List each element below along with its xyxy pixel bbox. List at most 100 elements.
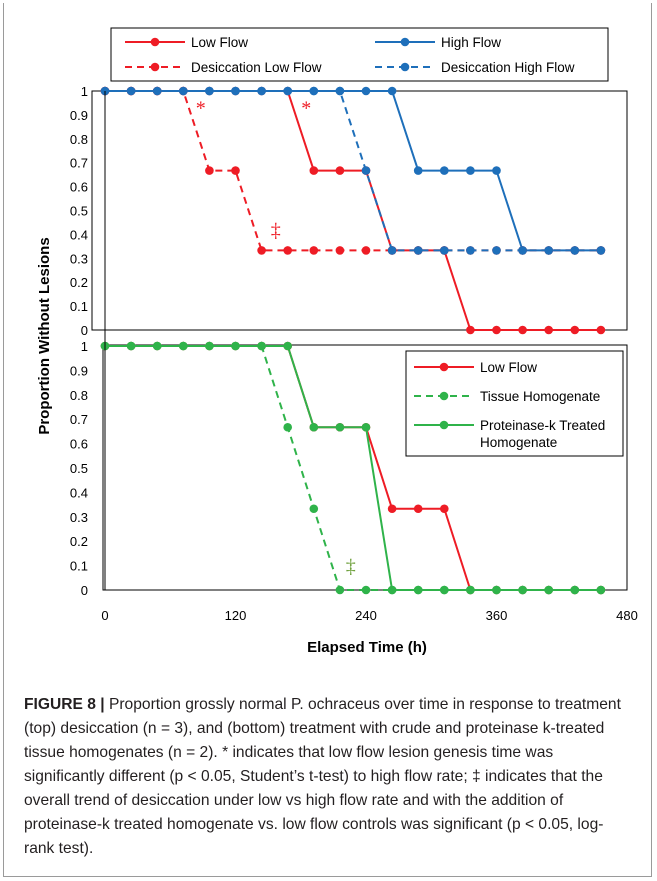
bottom-legend: Low Flow Tissue Homogenate Proteinase-k Tr… bbox=[405, 350, 624, 457]
x-tick-label: 0 bbox=[101, 608, 108, 623]
data-point bbox=[283, 246, 293, 255]
top-legend: Low Flow High Flow Desiccation Low Flow Des… bbox=[110, 27, 609, 82]
data-point bbox=[335, 86, 345, 96]
data-point bbox=[205, 341, 214, 351]
bottom-panel: 0 0.1 0.2 0.3 0.4 0.5 0.6 0.7 0.8 0.9 1 ‡ bbox=[70, 339, 628, 598]
data-point bbox=[309, 422, 319, 432]
data-point bbox=[152, 341, 162, 351]
data-point bbox=[361, 86, 371, 96]
data-point bbox=[361, 422, 371, 432]
significance-mark: ‡ bbox=[271, 220, 281, 242]
data-point bbox=[257, 341, 266, 351]
data-point bbox=[413, 585, 423, 595]
data-point bbox=[309, 166, 319, 175]
y-tick-label: 0.3 bbox=[70, 510, 88, 525]
y-axis-label: Proportion Without Lesions bbox=[36, 237, 53, 434]
legend-label: Desiccation Low Flow bbox=[191, 60, 322, 75]
y-tick-label: 1 bbox=[81, 84, 88, 99]
data-point bbox=[440, 166, 449, 175]
data-point bbox=[231, 341, 240, 351]
caption-label: FIGURE 8 | bbox=[24, 696, 105, 713]
x-axis-label: Elapsed Time (h) bbox=[307, 639, 427, 656]
legend-label: Desiccation High Flow bbox=[441, 60, 575, 75]
series-line bbox=[105, 90, 601, 252]
top-panel: 0 0.1 0.2 0.3 0.4 0.5 0.6 0.7 0.8 0.9 1 * * ‡ bbox=[70, 84, 628, 338]
data-point bbox=[126, 86, 136, 96]
data-point bbox=[231, 166, 240, 175]
data-point bbox=[544, 585, 553, 595]
data-point bbox=[361, 585, 371, 595]
data-point bbox=[544, 246, 553, 255]
data-point bbox=[335, 246, 345, 255]
data-point bbox=[205, 166, 214, 175]
data-point bbox=[518, 325, 527, 335]
y-tick-label: 0.2 bbox=[70, 275, 88, 290]
data-point bbox=[466, 246, 475, 255]
legend-swatch-marker bbox=[150, 37, 160, 47]
figure-8-chart: 0 0.1 0.2 0.3 0.4 0.5 0.6 0.7 0.8 0.9 1 * * ‡ 0 0.1 0.2… bbox=[36, 27, 638, 656]
data-point bbox=[179, 341, 188, 351]
y-tick-label: 0.3 bbox=[70, 251, 88, 266]
y-tick-label: 1 bbox=[81, 339, 88, 354]
data-point bbox=[335, 422, 345, 432]
legend-label: Low Flow bbox=[191, 35, 248, 50]
y-tick-label: 0.5 bbox=[70, 204, 88, 219]
y-tick-label: 0.9 bbox=[70, 108, 88, 123]
y-tick-label: 0.7 bbox=[70, 156, 88, 171]
y-tick-label: 0.1 bbox=[70, 559, 88, 574]
legend-swatch-marker bbox=[439, 391, 449, 401]
data-point bbox=[361, 246, 371, 255]
data-point bbox=[492, 246, 501, 255]
legend-swatch-marker bbox=[439, 420, 449, 430]
data-point bbox=[544, 325, 553, 335]
y-tick-label: 0.5 bbox=[70, 461, 88, 476]
data-point bbox=[440, 504, 449, 514]
data-point bbox=[518, 246, 527, 255]
data-point bbox=[466, 166, 475, 175]
data-point bbox=[596, 585, 606, 595]
y-tick-label: 0.6 bbox=[70, 180, 88, 195]
legend-label: Low Flow bbox=[480, 360, 537, 375]
data-point bbox=[570, 585, 580, 595]
y-tick-label: 0.1 bbox=[70, 299, 88, 314]
y-tick-label: 0.6 bbox=[70, 437, 88, 452]
legend-label-line: Homogenate bbox=[480, 435, 557, 450]
data-point bbox=[387, 585, 397, 595]
data-point bbox=[283, 86, 293, 96]
data-point bbox=[440, 585, 449, 595]
x-tick-label: 480 bbox=[616, 608, 638, 623]
series-line bbox=[105, 90, 601, 252]
x-tick-label: 240 bbox=[355, 608, 377, 623]
data-point bbox=[492, 166, 501, 175]
data-point bbox=[126, 341, 136, 351]
legend-label: High Flow bbox=[441, 35, 501, 50]
legend-label: Tissue Homogenate bbox=[480, 389, 600, 404]
significance-mark: ‡ bbox=[346, 556, 356, 578]
x-tick-label: 120 bbox=[225, 608, 247, 623]
legend-label-line: Proteinase-k Treated bbox=[480, 418, 605, 433]
y-tick-label: 0.2 bbox=[70, 534, 88, 549]
data-point bbox=[413, 166, 423, 175]
caption-text: Proportion grossly normal P. ochraceus o… bbox=[24, 696, 621, 857]
data-point bbox=[309, 86, 319, 96]
figure-frame bbox=[3, 3, 652, 877]
data-point bbox=[413, 504, 423, 514]
data-point bbox=[335, 585, 345, 595]
data-point bbox=[205, 86, 214, 96]
data-point bbox=[387, 86, 397, 96]
figure-caption: FIGURE 8 | Proportion grossly normal P. … bbox=[24, 693, 632, 861]
y-tick-label: 0.8 bbox=[70, 388, 88, 403]
data-point bbox=[596, 325, 606, 335]
legend-swatch-marker bbox=[400, 37, 410, 47]
y-tick-label: 0.9 bbox=[70, 363, 88, 378]
significance-mark: * bbox=[301, 98, 311, 120]
data-point bbox=[466, 585, 475, 595]
data-point bbox=[466, 325, 475, 335]
y-tick-label: 0 bbox=[81, 323, 88, 338]
legend-swatch-marker bbox=[439, 362, 449, 372]
y-tick-label: 0.4 bbox=[70, 485, 88, 500]
significance-mark: * bbox=[196, 98, 206, 120]
series-line bbox=[105, 345, 601, 591]
data-point bbox=[492, 585, 501, 595]
data-point bbox=[309, 504, 319, 514]
